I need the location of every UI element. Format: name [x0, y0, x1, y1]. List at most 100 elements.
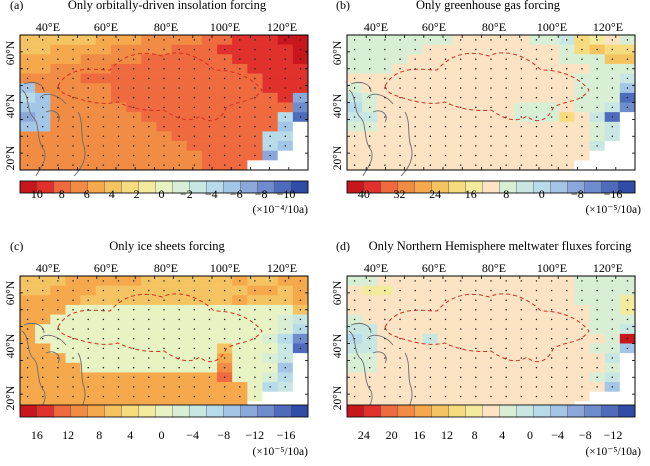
significance-dot — [178, 299, 180, 301]
significance-dot — [208, 48, 211, 51]
map-cell — [292, 391, 309, 402]
colorbar-swatch — [482, 404, 500, 418]
significance-dot — [254, 106, 256, 109]
significance-dot — [269, 106, 271, 109]
colorbar-tick-label: −10 — [277, 187, 296, 201]
significance-dot — [254, 318, 256, 321]
significance-dot — [520, 376, 523, 378]
significance-dot — [550, 376, 553, 378]
significance-dot — [550, 395, 553, 398]
significance-dot — [284, 299, 287, 301]
significance-dot — [444, 309, 447, 311]
significance-dot — [87, 58, 89, 60]
significance-dot — [566, 116, 568, 118]
significance-dot — [26, 357, 29, 359]
significance-dot — [102, 328, 105, 330]
significance-dot — [148, 48, 150, 51]
significance-dot — [193, 376, 196, 378]
significance-dot — [368, 337, 371, 340]
panel-c-significance-dots — [26, 280, 302, 407]
significance-dot — [102, 125, 105, 128]
significance-dot — [102, 395, 105, 398]
significance-dot — [475, 145, 477, 147]
significance-dot — [368, 328, 371, 330]
significance-dot — [535, 395, 538, 398]
significance-dot — [57, 386, 59, 388]
significance-dot — [299, 337, 302, 340]
significance-dot — [254, 154, 256, 157]
significance-dot — [520, 386, 523, 388]
significance-dot — [57, 77, 59, 80]
significance-dot — [148, 106, 150, 109]
significance-dot — [193, 337, 196, 340]
significance-dot — [490, 68, 492, 70]
significance-dot — [208, 347, 211, 350]
significance-dot — [490, 106, 492, 109]
significance-dot — [132, 386, 135, 388]
significance-dot — [72, 280, 74, 282]
significance-dot — [596, 116, 598, 118]
colorbar-swatch — [256, 404, 275, 418]
significance-dot — [368, 395, 371, 398]
significance-dot — [444, 68, 447, 70]
significance-dot — [566, 280, 568, 282]
significance-dot — [87, 395, 89, 398]
significance-dot — [148, 280, 150, 282]
significance-dot — [72, 376, 74, 378]
significance-dot — [384, 39, 386, 41]
significance-dot — [566, 289, 568, 292]
significance-dot — [269, 366, 271, 369]
significance-dot — [72, 395, 74, 398]
significance-dot — [399, 318, 401, 321]
significance-dot — [475, 96, 477, 99]
significance-dot — [87, 386, 89, 388]
significance-dot — [475, 125, 477, 128]
significance-dot — [596, 135, 598, 137]
significance-dot — [117, 328, 120, 330]
significance-dot — [490, 116, 492, 118]
significance-dot — [353, 376, 356, 378]
significance-dot — [148, 96, 150, 99]
significance-dot — [239, 337, 241, 340]
significance-dot — [163, 376, 165, 378]
significance-dot — [535, 145, 538, 147]
significance-dot — [459, 135, 462, 137]
panel-c-label: (c) — [10, 239, 23, 253]
panel-d-lat-20: 20°N — [332, 385, 344, 410]
significance-dot — [132, 309, 135, 311]
significance-dot — [459, 337, 462, 340]
significance-dot — [132, 289, 135, 292]
significance-dot — [384, 125, 386, 128]
map-cell — [277, 160, 294, 171]
significance-dot — [444, 125, 447, 128]
significance-dot — [368, 58, 371, 60]
significance-dot — [384, 68, 386, 70]
significance-dot — [87, 116, 89, 118]
significance-dot — [208, 395, 211, 398]
significance-dot — [193, 357, 196, 359]
colorbar-swatch — [155, 404, 173, 418]
panel-d-coastline — [349, 322, 445, 417]
significance-dot — [87, 125, 89, 128]
significance-dot — [550, 299, 553, 301]
significance-dot — [57, 96, 59, 99]
panel-d-label: (d) — [336, 239, 350, 253]
significance-dot — [353, 106, 356, 109]
significance-dot — [368, 347, 371, 350]
significance-dot — [132, 125, 135, 128]
panel-b-lat-60: 60°N — [332, 40, 344, 65]
significance-dot — [444, 116, 447, 118]
significance-dot — [254, 48, 256, 51]
colorbar-swatch — [397, 404, 416, 418]
significance-dot — [414, 299, 416, 301]
significance-dot — [566, 347, 568, 350]
significance-dot — [459, 289, 462, 292]
significance-dot — [581, 125, 583, 128]
significance-dot — [626, 96, 629, 99]
significance-dot — [505, 328, 507, 330]
significance-dot — [626, 77, 629, 80]
colorbar-tick-label: 6 — [84, 187, 90, 201]
significance-dot — [505, 58, 507, 60]
significance-dot — [269, 77, 271, 80]
significance-dot — [102, 280, 105, 282]
